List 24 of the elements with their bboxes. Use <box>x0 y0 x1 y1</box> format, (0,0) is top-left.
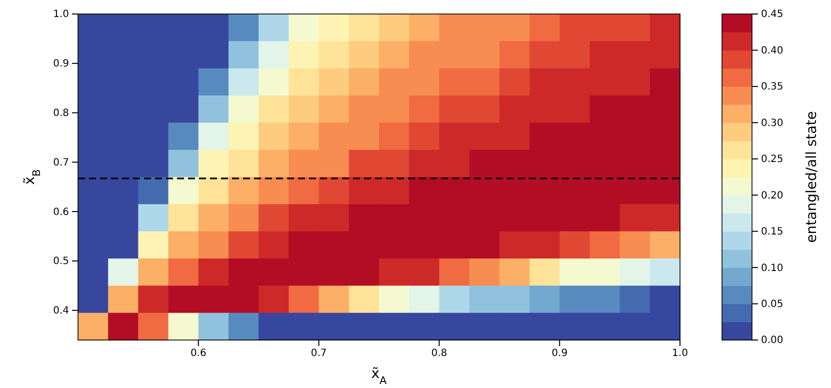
color-bar-label: 0.25 <box>761 154 784 166</box>
color-bar-title: entangled/all state <box>804 111 820 243</box>
color-bar-label: 0.35 <box>761 82 784 93</box>
x-tick-label: 0.7 <box>310 348 327 360</box>
x-tick-label: 0.8 <box>431 348 448 360</box>
color-bar-label: 0.10 <box>761 262 784 274</box>
x-tick-label: 1.0 <box>672 348 688 360</box>
color-bar-label: 0.20 <box>761 190 784 202</box>
y-tick-label: 0.4 <box>53 306 69 317</box>
x-tick-label: 0.9 <box>552 348 568 360</box>
y-tick-label: 0.5 <box>53 256 69 268</box>
y-tick-label: 0.7 <box>53 157 69 168</box>
color-bar-label: 0.05 <box>761 298 784 310</box>
y-tick-label: 0.9 <box>53 58 69 70</box>
x-axis-title: x̃$_{A}$ <box>371 366 388 387</box>
color-bar-label: 0.45 <box>761 9 784 20</box>
color-bar-label: 0.30 <box>761 118 784 129</box>
x-tick-label: 0.6 <box>190 348 206 360</box>
color-bar-label: 0.15 <box>761 226 784 238</box>
color-bar-label: 0.40 <box>761 45 784 56</box>
color-bar-label: 0.00 <box>761 335 784 346</box>
y-tick-label: 1.0 <box>53 9 69 20</box>
y-tick-label: 0.8 <box>53 108 69 119</box>
y-tick-label: 0.6 <box>53 206 69 218</box>
